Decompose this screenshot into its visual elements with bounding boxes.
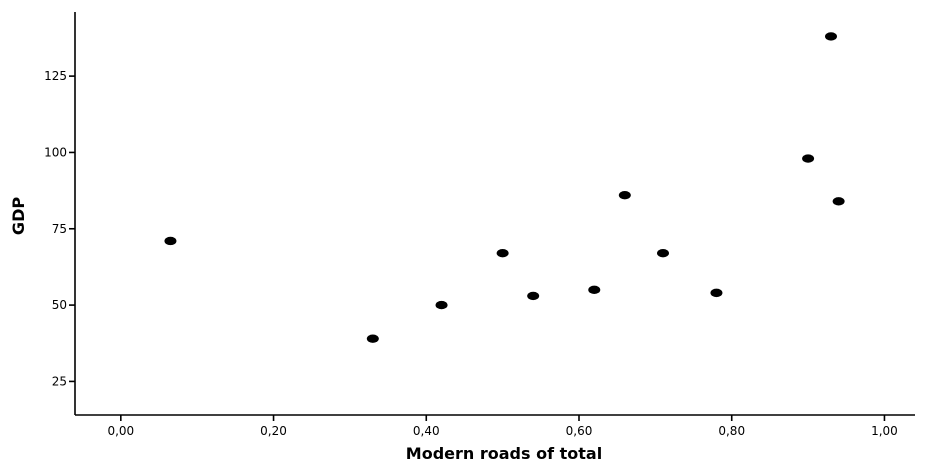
y-tick-label: 25 (52, 374, 67, 388)
x-axis-title: Modern roads of total (406, 444, 602, 463)
data-point (710, 288, 723, 298)
data-point (527, 291, 540, 301)
y-tick-label: 125 (44, 69, 67, 83)
x-tick-label: 0,60 (566, 424, 593, 438)
data-point (366, 334, 379, 343)
data-point (618, 190, 631, 200)
y-tick-label: 75 (52, 222, 67, 236)
x-tick-label: 1,00 (871, 424, 898, 438)
data-point (496, 248, 509, 258)
x-tick-label: 0,40 (413, 424, 440, 438)
data-point (825, 32, 837, 41)
y-ticks: 25 50 75 100 125 (44, 69, 75, 388)
y-tick-label: 100 (44, 145, 67, 159)
x-tick-label: 0,20 (260, 424, 287, 438)
data-point (588, 285, 601, 295)
x-tick-label: 0,80 (718, 424, 745, 438)
x-tick-label: 0,00 (107, 424, 134, 438)
data-point (832, 197, 845, 206)
data-point (435, 300, 448, 310)
axes (74, 12, 915, 416)
data-point (657, 248, 669, 258)
y-tick-label: 50 (52, 298, 67, 312)
x-ticks: 0,00 0,20 0,40 0,60 0,80 1,00 (107, 415, 898, 438)
data-point (164, 236, 177, 246)
y-axis-title: GDP (9, 197, 28, 235)
data-points (164, 32, 845, 343)
data-point (802, 154, 815, 163)
